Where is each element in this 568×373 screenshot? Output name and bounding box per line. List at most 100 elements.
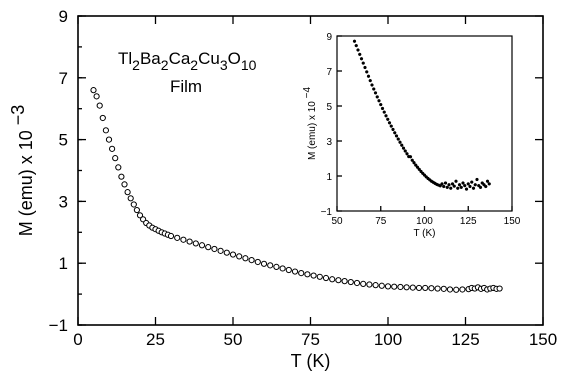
inset-data-point (415, 165, 420, 169)
main-y-tick-label: 5 (59, 131, 68, 150)
inset-data-point (380, 106, 385, 111)
inset-data-point (456, 186, 460, 190)
main-data-points (90, 87, 503, 293)
inset-y-axis-label-exponent: −4 (302, 87, 313, 99)
inset-y-axis-label-text: M (emu) x 10 (307, 101, 318, 160)
inset-data-point (464, 187, 469, 191)
main-x-tick-label: 0 (73, 330, 82, 349)
main-data-point (366, 281, 373, 288)
inset-data-point (375, 95, 379, 99)
inset-data-point (447, 183, 451, 187)
inset-data-point (377, 99, 381, 103)
main-data-point (316, 273, 323, 280)
main-data-point (341, 278, 348, 285)
sample-type-label: Film (170, 77, 202, 96)
main-data-point (112, 155, 119, 162)
main-x-axis-label: T (K) (291, 351, 331, 371)
inset-y-axis-label: M (emu) x 10 −4 (302, 87, 318, 161)
main-x-tick-label: 150 (529, 330, 557, 349)
formula-element: O (228, 49, 241, 68)
main-data-point (267, 262, 274, 269)
inset-data-point (394, 134, 399, 138)
inset-y-tick-label: 5 (326, 102, 332, 113)
inset-data-point (454, 179, 458, 183)
inset-data-point (403, 149, 407, 153)
formula-element: Cu (198, 49, 220, 68)
inset-data-point (484, 184, 488, 189)
main-y-axis-label: M (emu) x 10 −3 (8, 105, 36, 237)
main-y-tick-label: 1 (59, 254, 68, 273)
formula-element: Ba (140, 49, 161, 68)
main-y-tick-label: 9 (59, 7, 68, 26)
inset-y-tick-label: −1 (321, 207, 333, 218)
inset-data-point (373, 91, 378, 95)
inset-data-point (440, 182, 444, 186)
main-data-point (102, 127, 110, 134)
inset-data-point (382, 110, 386, 114)
inset-y-tick-label: 7 (326, 67, 332, 78)
inset-data-point (478, 185, 483, 190)
main-data-point (422, 284, 429, 292)
main-y-tick-label: 3 (59, 192, 68, 211)
main-data-point (186, 238, 193, 245)
main-data-point (121, 181, 128, 188)
inset-data-point (417, 167, 421, 172)
inset-data-point (459, 185, 463, 190)
inset-data-point (365, 70, 369, 74)
main-y-tick-label: −1 (49, 316, 68, 335)
inset-data-point (457, 183, 462, 187)
inset-data-point (400, 143, 404, 147)
inset-x-tick-label: 125 (460, 216, 477, 227)
main-data-point (459, 286, 466, 293)
formula-subscript: 3 (220, 57, 228, 73)
main-data-point (291, 268, 299, 275)
inset-data-points (352, 39, 491, 191)
inset-axis-ticks: 50 75 100 125 150 −1 1 3 5 7 9 (321, 32, 521, 227)
main-data-point (242, 255, 249, 262)
main-data-point (285, 266, 292, 274)
inset-data-point (379, 102, 383, 107)
inset-data-point (358, 52, 362, 57)
inset-data-point (372, 87, 376, 91)
main-data-point (174, 234, 181, 241)
main-data-point (384, 283, 392, 290)
main-y-axis-label-text: M (emu) x 10 (16, 130, 36, 236)
inset-x-tick-label: 75 (375, 216, 387, 227)
main-data-point (96, 102, 103, 109)
formula-subscript: 2 (161, 57, 169, 73)
inset-data-point (361, 61, 365, 65)
inset-data-point (463, 183, 467, 188)
main-data-point (105, 136, 113, 143)
inset-data-point (384, 114, 388, 118)
main-y-axis-label-exponent: −3 (8, 105, 28, 126)
main-data-point (192, 240, 199, 247)
inset-data-point (387, 121, 392, 125)
main-data-point (133, 206, 140, 214)
main-data-point (329, 276, 336, 283)
main-data-point (409, 284, 416, 291)
inset-x-axis-label: T (K) (413, 228, 435, 239)
main-data-point (127, 195, 134, 202)
inset-data-point (412, 161, 416, 165)
inset-data-point (386, 117, 390, 121)
inset-data-point (471, 186, 476, 190)
inset-data-point (356, 48, 360, 52)
inset-data-point (410, 158, 414, 162)
inset-data-point (475, 177, 479, 182)
main-data-point (378, 282, 385, 289)
main-data-point (136, 212, 144, 219)
inset-data-point (414, 163, 418, 167)
main-data-point (335, 277, 342, 284)
main-data-point (347, 278, 354, 286)
inset-data-point (450, 182, 455, 186)
main-data-point (118, 173, 125, 180)
main-x-tick-label: 75 (301, 330, 320, 349)
main-data-point (211, 245, 218, 253)
main-data-point (167, 232, 175, 240)
main-data-point (440, 285, 447, 292)
inset-data-point (391, 127, 395, 132)
inset-data-point (398, 140, 402, 144)
main-x-tick-label: 25 (146, 330, 165, 349)
main-data-point (397, 283, 404, 291)
